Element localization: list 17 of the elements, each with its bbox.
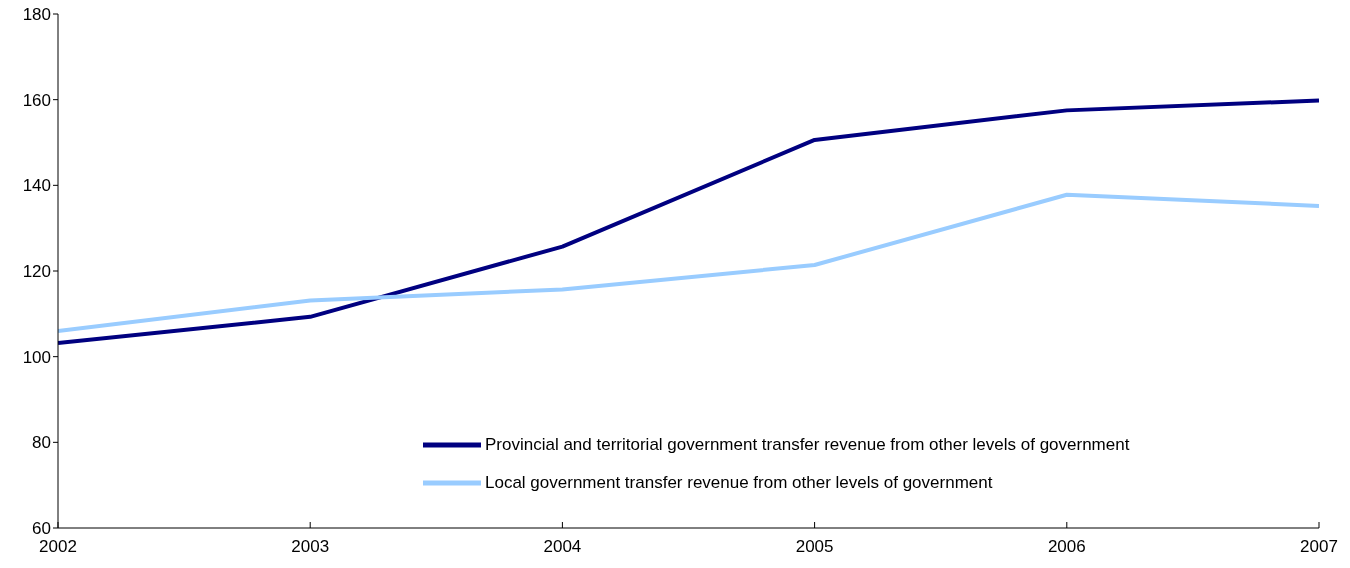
legend-label: Provincial and territorial government transfer revenue from other levels of government [485,434,1130,456]
x-tick-label: 2006 [1047,537,1086,557]
y-tick-label: 60 [32,519,51,539]
x-tick-label: 2005 [795,537,834,557]
y-tick-label: 120 [22,262,51,282]
line-series [58,192,1319,333]
x-tick-label: 2002 [39,537,77,557]
legend-label: Local government transfer revenue from other levels of government [485,472,993,494]
x-tick-label: 2003 [291,537,330,557]
x-tick-label: 2007 [1300,537,1338,557]
x-tick-label: 2004 [543,537,582,557]
y-tick-label: 100 [22,347,51,367]
line-series [58,98,1319,345]
y-tick-label: 180 [22,5,51,25]
y-tick-label: 140 [22,176,51,196]
y-tick-label: 160 [22,90,51,110]
y-tick-label: 80 [32,433,51,453]
